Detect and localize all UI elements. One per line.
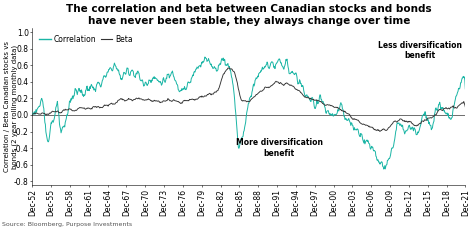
Text: Source: Bloomberg, Purpose Investments: Source: Bloomberg, Purpose Investments [2,222,133,227]
Text: More diversification
benefit: More diversification benefit [236,138,323,158]
Y-axis label: Correlation / Beta Canadian stocks vs
bonds (2 year rolling monthly data): Correlation / Beta Canadian stocks vs bo… [4,41,18,172]
Title: The correlation and beta between Canadian stocks and bonds
have never been stabl: The correlation and beta between Canadia… [66,4,432,26]
Legend: Correlation, Beta: Correlation, Beta [36,32,136,47]
Text: Less diversification
benefit: Less diversification benefit [378,41,462,60]
